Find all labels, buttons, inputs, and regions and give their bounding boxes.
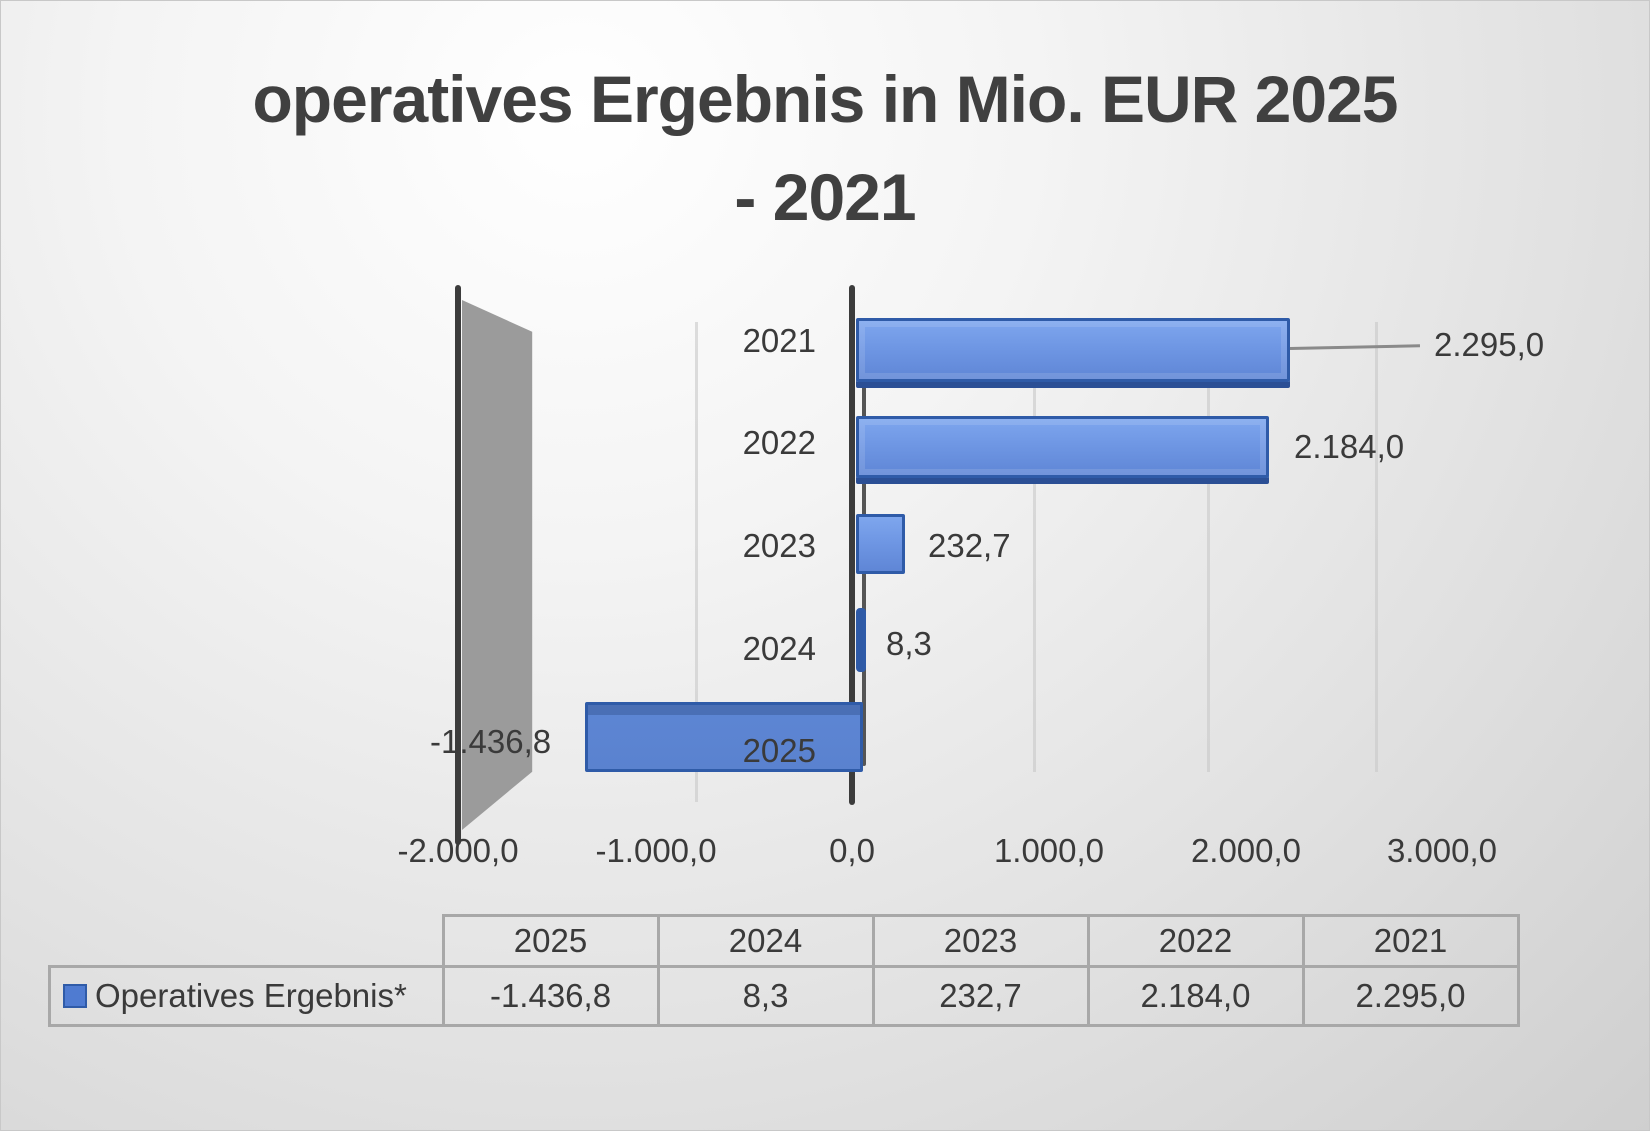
axis-left-edge — [455, 285, 461, 845]
value-label-2024: 8,3 — [886, 625, 932, 662]
value-label-2022: 2.184,0 — [1294, 428, 1405, 465]
bar-2025[interactable] — [585, 702, 863, 772]
data-table-value-2022: 2.184,0 — [1086, 965, 1305, 1027]
gridline-minus-1000 — [695, 322, 698, 802]
data-table: 2025 2024 2023 2022 2021 Operatives Erge… — [48, 914, 1520, 1027]
x-tick-3000: 3.000,0 — [1386, 832, 1498, 869]
x-tick-minus-2000: -2.000,0 — [397, 832, 519, 869]
gridline-1000 — [1033, 322, 1036, 772]
chart-back-wall — [462, 300, 533, 830]
data-table-header-2023: 2023 — [871, 914, 1090, 968]
data-table-header-2021: 2021 — [1301, 914, 1520, 968]
value-label-2021: 2.295,0 — [1434, 326, 1545, 363]
zero-axis-line — [849, 285, 855, 805]
data-table-header-2025: 2025 — [441, 914, 660, 968]
bar-2021[interactable] — [856, 318, 1290, 382]
data-table-corner — [49, 915, 445, 968]
chart-title: operatives Ergebnis in Mio. EUR 2025 - 2… — [100, 50, 1550, 246]
bar-2022[interactable] — [856, 416, 1269, 478]
data-table-value-2023: 232,7 — [871, 965, 1090, 1027]
data-table-value-2024: 8,3 — [656, 965, 875, 1027]
data-table-value-2021: 2.295,0 — [1301, 965, 1520, 1027]
data-table-series-row: Operatives Ergebnis* -1.436,8 8,3 232,7 … — [48, 965, 1520, 1027]
plot-area: 2021 2022 2023 2024 2025 2.295,0 2.184,0… — [397, 285, 1545, 869]
category-label-2022: 2022 — [742, 424, 816, 461]
chart-title-line-2: - 2021 — [734, 160, 916, 234]
gridline-2000 — [1207, 322, 1210, 772]
data-table-header-2024: 2024 — [656, 914, 875, 968]
leader-line-2021 — [1289, 344, 1421, 350]
data-table-value-2025: -1.436,8 — [441, 965, 660, 1027]
x-tick-2000: 2.000,0 — [1190, 832, 1302, 869]
data-table-header-row: 2025 2024 2023 2022 2021 — [49, 914, 1520, 968]
bar-2024[interactable] — [856, 608, 866, 672]
value-label-2025: -1.436,8 — [430, 723, 552, 760]
gridline-3000 — [1375, 322, 1378, 772]
category-label-2024: 2024 — [742, 630, 816, 667]
x-tick-1000: 1.000,0 — [993, 832, 1105, 869]
category-label-2021: 2021 — [742, 322, 816, 359]
category-label-2023: 2023 — [742, 527, 816, 564]
legend-label: Operatives Ergebnis* — [95, 977, 407, 1014]
category-label-2025: 2025 — [742, 732, 816, 769]
legend-swatch-icon — [63, 984, 87, 1009]
chart-title-line-1: operatives Ergebnis in Mio. EUR 2025 — [252, 62, 1398, 136]
data-table-header-2022: 2022 — [1086, 914, 1305, 968]
x-tick-0: 0,0 — [829, 832, 875, 869]
bar-2023[interactable] — [856, 514, 905, 574]
value-label-2023: 232,7 — [928, 527, 1011, 564]
x-tick-minus-1000: -1.000,0 — [595, 832, 717, 869]
legend-entry[interactable]: Operatives Ergebnis* — [48, 965, 445, 1027]
